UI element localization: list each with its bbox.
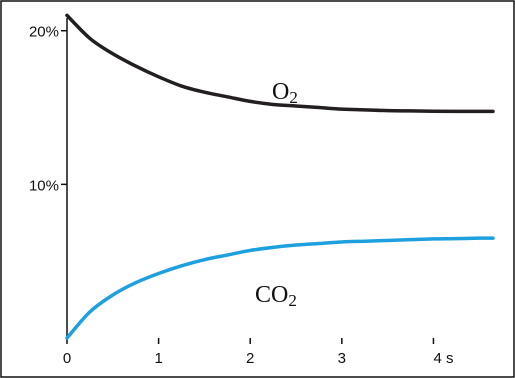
x-tick-label: 1 [154,350,162,367]
x-tick-label: 4 s [433,350,453,367]
series-label-co2-sub: 2 [288,291,297,310]
y-tick-label: 20% [29,24,59,41]
o2-line [65,13,495,114]
y-axis-ticks: 10% 20% [29,24,67,194]
series-label-o2: O2 [272,79,298,107]
y-tick-label: 10% [29,177,59,194]
series-label-co2: CO2 [255,282,297,310]
x-tick-label: 3 [338,350,346,367]
x-axis-ticks: 0 1 2 3 4 s [63,338,453,367]
x-tick-label: 0 [63,350,71,367]
series-lines [65,13,495,340]
x-tick-label: 2 [246,350,254,367]
co2-line [65,236,495,340]
series-label-co2-main: CO [255,282,288,308]
series-label-o2-main: O [272,79,289,105]
series-label-o2-sub: 2 [289,88,298,107]
